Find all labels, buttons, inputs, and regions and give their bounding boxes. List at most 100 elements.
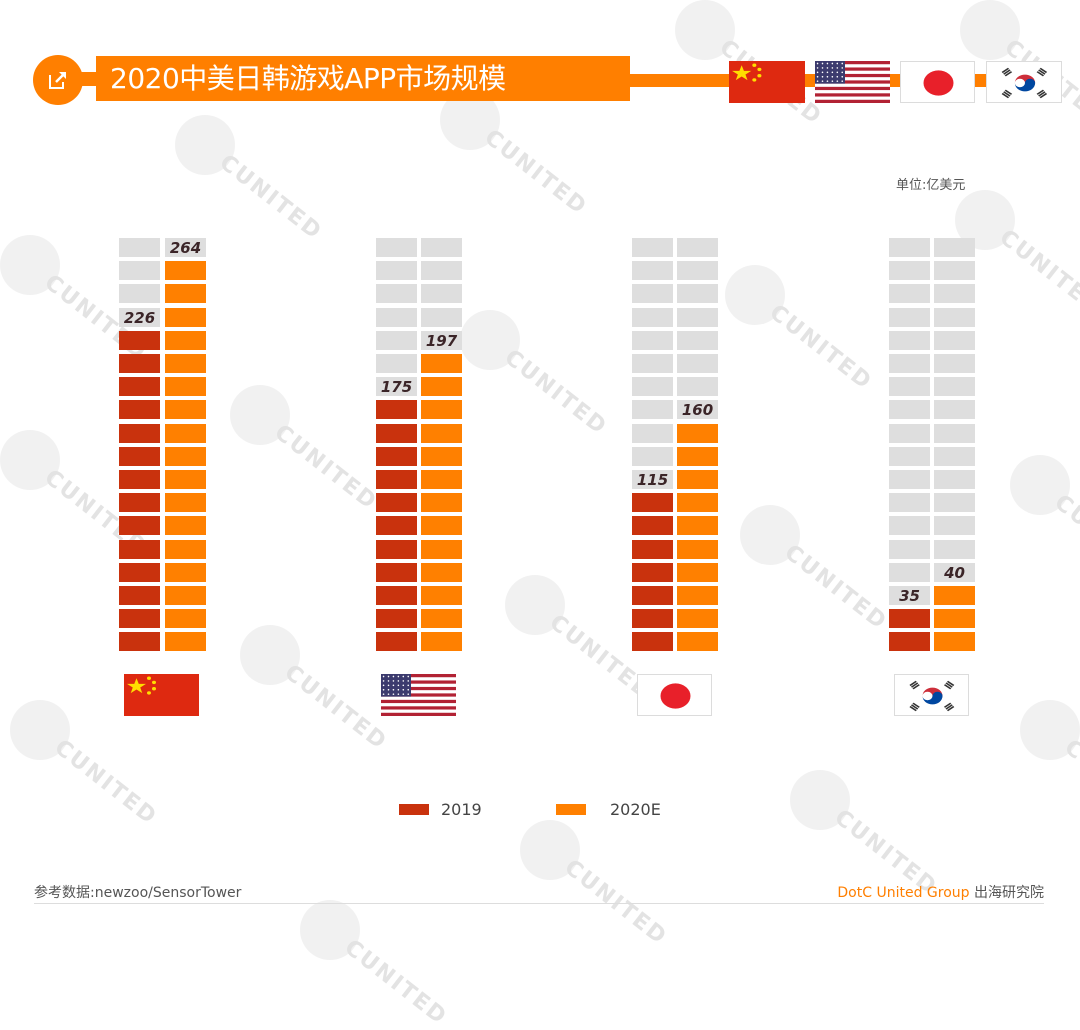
empty-block bbox=[889, 516, 930, 535]
watermark-logo bbox=[0, 235, 60, 295]
filled-block bbox=[119, 400, 160, 419]
watermark-logo bbox=[240, 625, 300, 685]
filled-block bbox=[119, 470, 160, 489]
filled-block bbox=[889, 632, 930, 651]
watermark-logo bbox=[1010, 455, 1070, 515]
header-korea-flag bbox=[986, 61, 1062, 103]
filled-block bbox=[376, 516, 417, 535]
filled-block bbox=[376, 540, 417, 559]
empty-block bbox=[677, 238, 718, 257]
page-title: 2020中美日韩游戏APP市场规模 bbox=[96, 56, 630, 101]
watermark-text: CUNITED bbox=[214, 150, 327, 246]
watermark-logo bbox=[300, 900, 360, 960]
empty-block bbox=[889, 354, 930, 373]
filled-block bbox=[934, 609, 975, 628]
filled-block bbox=[677, 540, 718, 559]
legend-swatch-2020e bbox=[556, 804, 586, 815]
axis-china-flag bbox=[124, 674, 199, 716]
watermark-logo bbox=[790, 770, 850, 830]
value-label: 35 bbox=[889, 586, 930, 605]
filled-block bbox=[165, 447, 206, 466]
filled-block bbox=[165, 493, 206, 512]
filled-block bbox=[165, 609, 206, 628]
watermark-logo bbox=[0, 430, 60, 490]
empty-block bbox=[376, 284, 417, 303]
title-connector bbox=[78, 72, 98, 86]
filled-block bbox=[376, 400, 417, 419]
watermark-text: CUNITED bbox=[49, 735, 162, 831]
filled-block bbox=[421, 609, 462, 628]
filled-block bbox=[421, 400, 462, 419]
filled-block bbox=[677, 424, 718, 443]
bar-china-2019: 226 bbox=[119, 238, 160, 656]
empty-block bbox=[632, 238, 673, 257]
filled-block bbox=[421, 354, 462, 373]
filled-block bbox=[119, 586, 160, 605]
filled-block bbox=[376, 609, 417, 628]
filled-block bbox=[119, 377, 160, 396]
watermark-text: CUNITED bbox=[764, 300, 877, 396]
filled-block bbox=[677, 447, 718, 466]
brand-name: DotC United Group bbox=[837, 885, 970, 901]
bar-korea-2019: 35 bbox=[889, 238, 930, 656]
filled-block bbox=[889, 609, 930, 628]
footer-divider bbox=[34, 903, 1044, 904]
filled-block bbox=[376, 586, 417, 605]
empty-block bbox=[632, 447, 673, 466]
empty-block bbox=[934, 354, 975, 373]
empty-block bbox=[119, 261, 160, 280]
empty-block bbox=[889, 493, 930, 512]
unit-label: 单位:亿美元 bbox=[896, 178, 966, 193]
filled-block bbox=[677, 470, 718, 489]
axis-japan-flag bbox=[637, 674, 712, 716]
filled-block bbox=[421, 424, 462, 443]
empty-block bbox=[934, 308, 975, 327]
watermark-logo bbox=[10, 700, 70, 760]
filled-block bbox=[421, 540, 462, 559]
filled-block bbox=[632, 493, 673, 512]
filled-block bbox=[165, 563, 206, 582]
watermark-text: CUNITED bbox=[994, 225, 1080, 321]
empty-block bbox=[677, 308, 718, 327]
empty-block bbox=[632, 261, 673, 280]
empty-block bbox=[934, 400, 975, 419]
filled-block bbox=[632, 586, 673, 605]
watermark-text: CUNITED bbox=[279, 660, 392, 756]
bar-korea-2020e: 40 bbox=[934, 238, 975, 656]
empty-block bbox=[889, 563, 930, 582]
filled-block bbox=[632, 632, 673, 651]
data-source: 参考数据:newzoo/SensorTower bbox=[34, 885, 242, 901]
empty-block bbox=[376, 354, 417, 373]
filled-block bbox=[165, 308, 206, 327]
filled-block bbox=[119, 493, 160, 512]
filled-block bbox=[376, 424, 417, 443]
watermark-logo bbox=[1020, 700, 1080, 760]
empty-block bbox=[119, 238, 160, 257]
filled-block bbox=[119, 563, 160, 582]
empty-block bbox=[421, 308, 462, 327]
value-label: 264 bbox=[165, 238, 206, 257]
filled-block bbox=[119, 424, 160, 443]
filled-block bbox=[376, 632, 417, 651]
filled-block bbox=[421, 447, 462, 466]
filled-block bbox=[376, 447, 417, 466]
header-usa-flag bbox=[815, 61, 890, 103]
filled-block bbox=[165, 284, 206, 303]
empty-block bbox=[889, 261, 930, 280]
filled-block bbox=[677, 609, 718, 628]
empty-block bbox=[889, 331, 930, 350]
filled-block bbox=[119, 354, 160, 373]
brand-suffix: 出海研究院 bbox=[974, 885, 1044, 901]
axis-usa-flag bbox=[381, 674, 456, 716]
empty-block bbox=[677, 284, 718, 303]
empty-block bbox=[934, 331, 975, 350]
empty-block bbox=[889, 377, 930, 396]
legend-swatch-2019 bbox=[399, 804, 429, 815]
filled-block bbox=[165, 586, 206, 605]
filled-block bbox=[632, 609, 673, 628]
watermark-logo bbox=[520, 820, 580, 880]
empty-block bbox=[421, 261, 462, 280]
watermark-text: CUNITED bbox=[269, 420, 382, 516]
empty-block bbox=[934, 238, 975, 257]
empty-block bbox=[632, 284, 673, 303]
